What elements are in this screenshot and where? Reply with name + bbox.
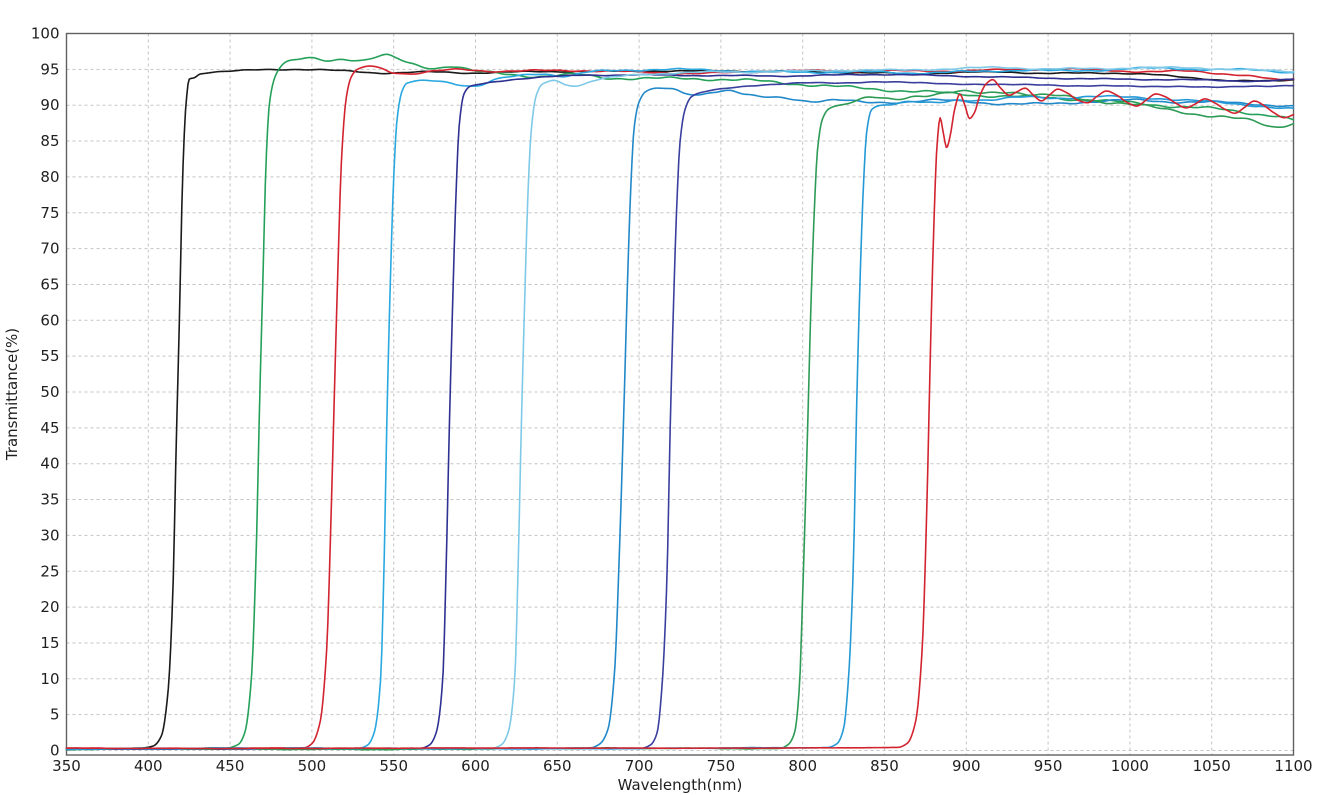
y-axis-title: Transmittance(%) xyxy=(3,328,21,461)
y-tick-label: 90 xyxy=(40,96,59,114)
x-tick-label: 1100 xyxy=(1274,757,1312,775)
x-tick-label: 900 xyxy=(952,757,981,775)
series-cut-on-691 xyxy=(65,87,1295,750)
x-tick-label: 950 xyxy=(1034,757,1063,775)
y-tick-label: 45 xyxy=(40,419,59,437)
series-cut-on-514 xyxy=(65,65,1295,750)
series-cut-on-546 xyxy=(65,66,1295,750)
series-cut-on-833 xyxy=(65,94,1295,751)
x-tick-label: 800 xyxy=(788,757,817,775)
y-tick-label: 65 xyxy=(40,275,59,293)
x-tick-label: 1000 xyxy=(1111,757,1149,775)
y-tick-label: 25 xyxy=(40,562,59,580)
y-tick-label: 20 xyxy=(40,598,59,616)
y-tick-label: 10 xyxy=(40,670,59,688)
y-tick-label: 35 xyxy=(40,491,59,509)
x-tick-label: 400 xyxy=(134,757,163,775)
y-tick-label: 0 xyxy=(50,742,60,760)
x-tick-label: 700 xyxy=(625,757,654,775)
x-tick-label: 350 xyxy=(52,757,81,775)
y-tick-label: 15 xyxy=(40,634,59,652)
y-tick-label: 85 xyxy=(40,132,59,150)
series-cut-on-628 xyxy=(65,66,1295,751)
grid-layer xyxy=(66,33,1294,755)
series-layer xyxy=(65,53,1295,751)
x-tick-label: 500 xyxy=(298,757,327,775)
series-cut-on-719 xyxy=(65,80,1295,751)
x-tick-label: 550 xyxy=(379,757,408,775)
x-tick-label: 750 xyxy=(707,757,736,775)
y-tick-label: 30 xyxy=(40,526,59,544)
y-tick-label: 75 xyxy=(40,204,59,222)
x-tick-label: 1050 xyxy=(1193,757,1231,775)
y-tick-label: 55 xyxy=(40,347,59,365)
y-tick-label: 95 xyxy=(40,60,59,78)
y-tick-label: 50 xyxy=(40,383,59,401)
x-tick-label: 650 xyxy=(543,757,572,775)
x-tick-label: 450 xyxy=(216,757,245,775)
tick-labels: 350 400 450 500 550 600 650 700 750 800 850 900 950 1… xyxy=(31,25,1313,776)
series-cut-on-469 xyxy=(65,53,1295,751)
series-cut-on-803 xyxy=(65,89,1295,751)
y-tick-label: 60 xyxy=(40,311,59,329)
y-tick-label: 40 xyxy=(40,455,59,473)
y-tick-label: 70 xyxy=(40,240,59,258)
x-tick-label: 600 xyxy=(461,757,490,775)
series-cut-on-418 xyxy=(65,68,1295,750)
x-axis-title: Wavelength(nm) xyxy=(618,776,743,794)
series-cut-on-878 xyxy=(65,78,1295,750)
x-tick-label: 850 xyxy=(870,757,899,775)
y-tick-label: 100 xyxy=(31,25,60,43)
y-tick-label: 80 xyxy=(40,168,59,186)
series-cut-on-584 xyxy=(65,73,1295,751)
y-tick-label: 5 xyxy=(50,706,60,724)
plot-border xyxy=(65,32,1295,756)
